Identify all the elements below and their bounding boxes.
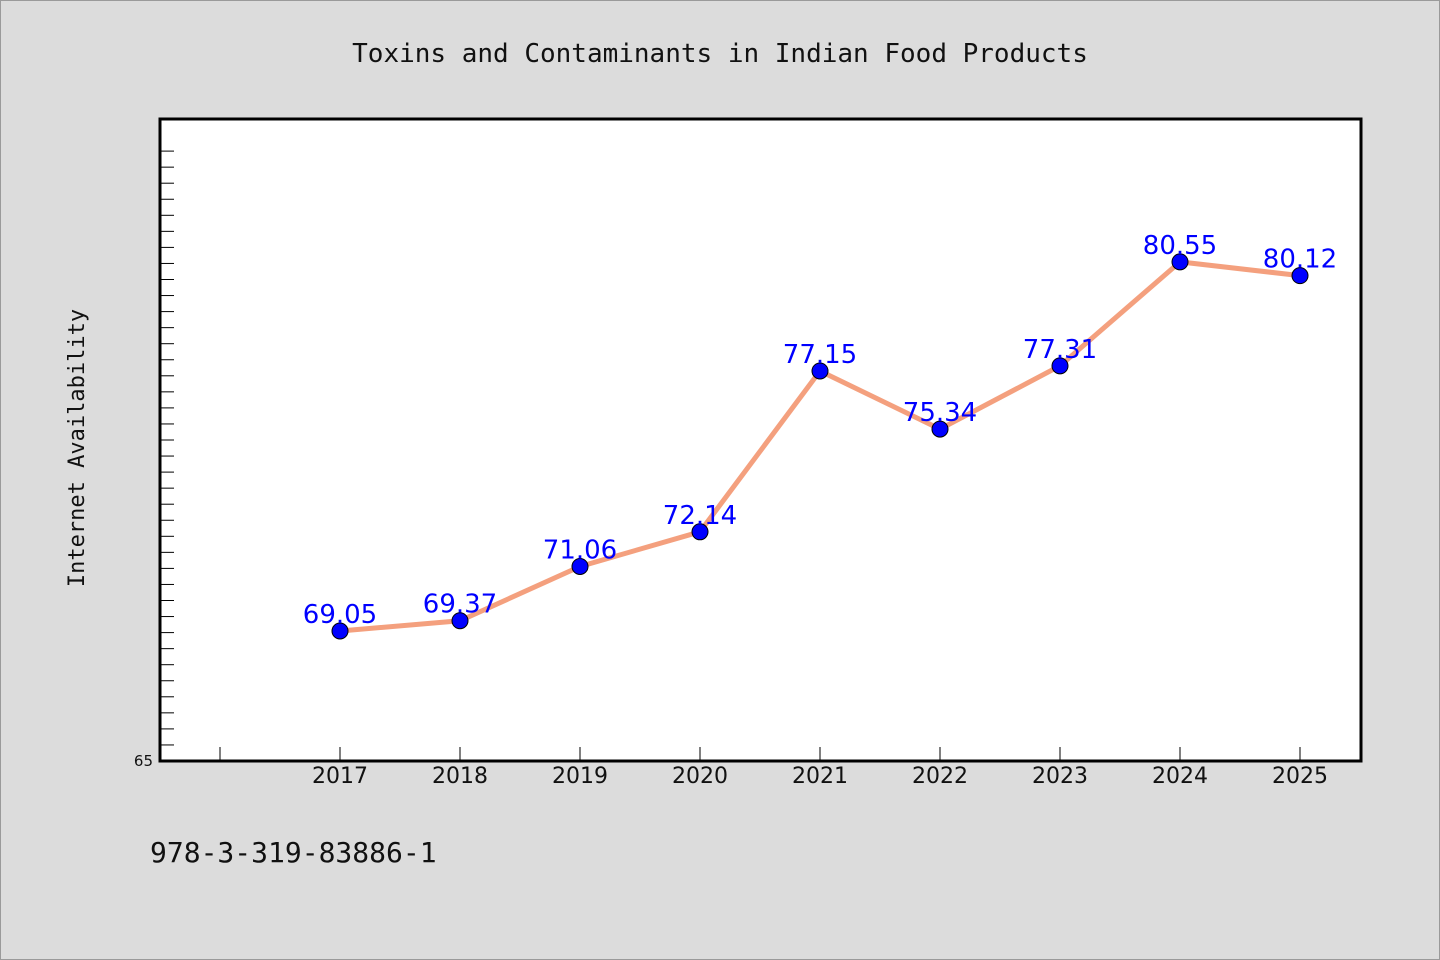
data-point xyxy=(1171,253,1189,271)
x-tick-label: 2025 xyxy=(1272,764,1328,789)
data-label: 77.15 xyxy=(783,340,857,370)
data-label: 69.05 xyxy=(303,600,377,630)
data-label: 72.14 xyxy=(663,501,737,531)
chart-title: Toxins and Contaminants in Indian Food P… xyxy=(352,39,1088,69)
x-tick-label: 2024 xyxy=(1152,764,1208,789)
y-tick-label: 65 xyxy=(134,752,153,770)
x-tick-label: 2019 xyxy=(552,764,608,789)
x-tick-label: 2021 xyxy=(792,764,848,789)
data-point xyxy=(1291,267,1309,285)
x-axis-ticks: 2017 2018 2019 2020 2021 2022 2023 2024 2025 xyxy=(219,747,1328,789)
data-label: 77.31 xyxy=(1023,335,1097,365)
isbn-footer: 978-3-319-83886-1 xyxy=(150,836,437,869)
data-point xyxy=(931,420,949,438)
data-label: 80.55 xyxy=(1143,231,1217,261)
plot-border xyxy=(158,117,1363,763)
data-point xyxy=(571,557,589,575)
data-point xyxy=(451,612,469,630)
data-point xyxy=(811,362,829,380)
x-tick-label: 2023 xyxy=(1032,764,1088,789)
x-tick-label: 2018 xyxy=(432,764,488,789)
data-point xyxy=(691,523,709,541)
plot-area xyxy=(160,119,1361,761)
y-axis-label: Internet Availability xyxy=(65,309,90,587)
data-label: 71.06 xyxy=(543,535,617,565)
data-label: 80.12 xyxy=(1263,245,1337,275)
data-label: 69.37 xyxy=(423,590,497,620)
x-tick-label: 2022 xyxy=(912,764,968,789)
data-label: 75.34 xyxy=(903,398,977,428)
x-tick-label: 2020 xyxy=(672,764,728,789)
y-axis-ticks xyxy=(160,150,174,762)
data-point xyxy=(1051,357,1069,375)
data-point xyxy=(331,622,349,640)
x-tick-label: 2017 xyxy=(312,764,368,789)
series-group: 69.05 69.37 71.06 72.14 77.15 75.34 77.31 80.55… xyxy=(303,231,1337,640)
